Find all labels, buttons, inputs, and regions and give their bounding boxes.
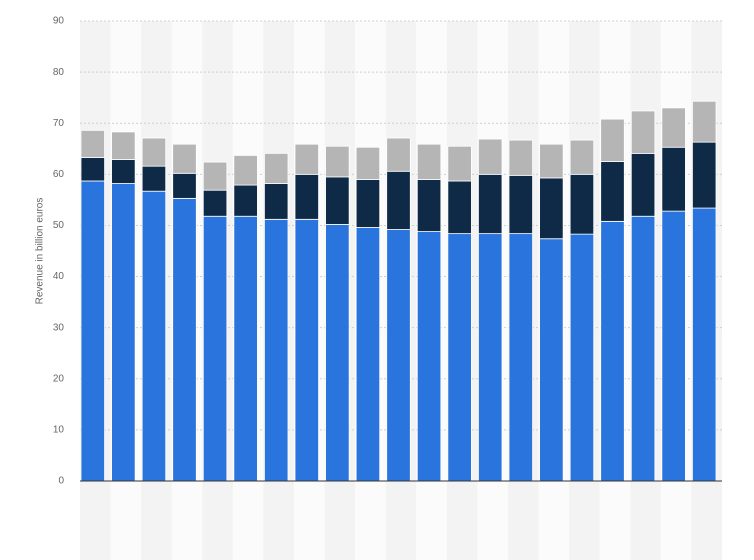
y-tick-label: 90: [53, 16, 65, 27]
y-tick-label: 30: [53, 322, 65, 333]
bar-segment: [569, 139, 595, 175]
bar-segment: [294, 143, 319, 175]
bar-segment: [233, 184, 258, 217]
bar-segment: [355, 227, 381, 482]
bar-segment: [661, 107, 686, 148]
bar-segment: [386, 170, 411, 230]
bar-segment: [508, 233, 533, 482]
bar-segment: [478, 173, 503, 235]
bar-segment: [447, 233, 472, 482]
bar-segment: [661, 146, 686, 212]
bar-segment: [508, 174, 533, 235]
bar-segment: [447, 145, 472, 182]
y-tick-label: 50: [53, 220, 65, 231]
y-tick-label: 70: [53, 118, 65, 129]
bar-segment: [539, 238, 564, 482]
y-tick-label: 10: [53, 425, 65, 436]
y-tick-label: 0: [58, 476, 64, 487]
bar-segment: [294, 218, 319, 482]
bar-segment: [80, 129, 105, 158]
bar-segment: [386, 229, 411, 482]
bar-segment: [661, 210, 686, 482]
bar-segment: [416, 143, 442, 180]
bar-segment: [355, 146, 381, 180]
bar-segment: [202, 161, 228, 191]
bar-segment: [478, 138, 503, 175]
bar-segment: [569, 233, 595, 482]
y-tick-label: 40: [53, 271, 65, 282]
y-tick-label: 20: [53, 373, 65, 384]
bar-segment: [264, 218, 289, 482]
bar-segment: [508, 139, 533, 176]
bar-segment: [325, 176, 350, 225]
bar-segment: [539, 177, 564, 240]
bar-segment: [111, 183, 136, 482]
bar-segment: [172, 143, 197, 174]
bar-segment: [630, 215, 656, 482]
bar-segment: [569, 173, 595, 235]
bar-segment: [630, 152, 656, 217]
bar-segment: [692, 207, 717, 482]
bar-segment: [600, 220, 625, 482]
bar-segment: [325, 224, 350, 482]
bar-segment: [630, 110, 656, 154]
bar-segment: [80, 157, 105, 182]
bar-segment: [355, 179, 381, 228]
bar-segment: [294, 173, 319, 220]
bar-segment: [416, 231, 442, 482]
bar-segment: [111, 159, 136, 184]
bar-segment: [80, 180, 105, 482]
y-axis-label: Revenue in billion euros: [35, 198, 46, 305]
bar-segment: [233, 155, 258, 186]
bar-segment: [233, 215, 258, 482]
bar-segment: [692, 141, 717, 209]
bar-segment: [141, 137, 167, 167]
bar-segment: [416, 179, 442, 232]
bar-segment: [141, 165, 167, 192]
bar-segment: [202, 189, 228, 217]
bar-segment: [111, 131, 136, 160]
y-tick-label: 60: [53, 169, 65, 180]
bar-segment: [264, 152, 289, 184]
bar-segment: [478, 233, 503, 482]
bar-segment: [386, 137, 411, 172]
bar-segment: [141, 190, 167, 482]
bar-segment: [264, 183, 289, 220]
bar-segment: [600, 161, 625, 222]
bar-segment: [447, 180, 472, 235]
bar-segment: [325, 145, 350, 178]
bar-segment: [172, 197, 197, 482]
y-tick-label: 80: [53, 67, 65, 78]
bar-segment: [172, 172, 197, 199]
bar-segment: [202, 215, 228, 482]
bar-segment: [600, 118, 625, 162]
bar-segment: [539, 143, 564, 179]
bar-segment: [692, 100, 717, 143]
